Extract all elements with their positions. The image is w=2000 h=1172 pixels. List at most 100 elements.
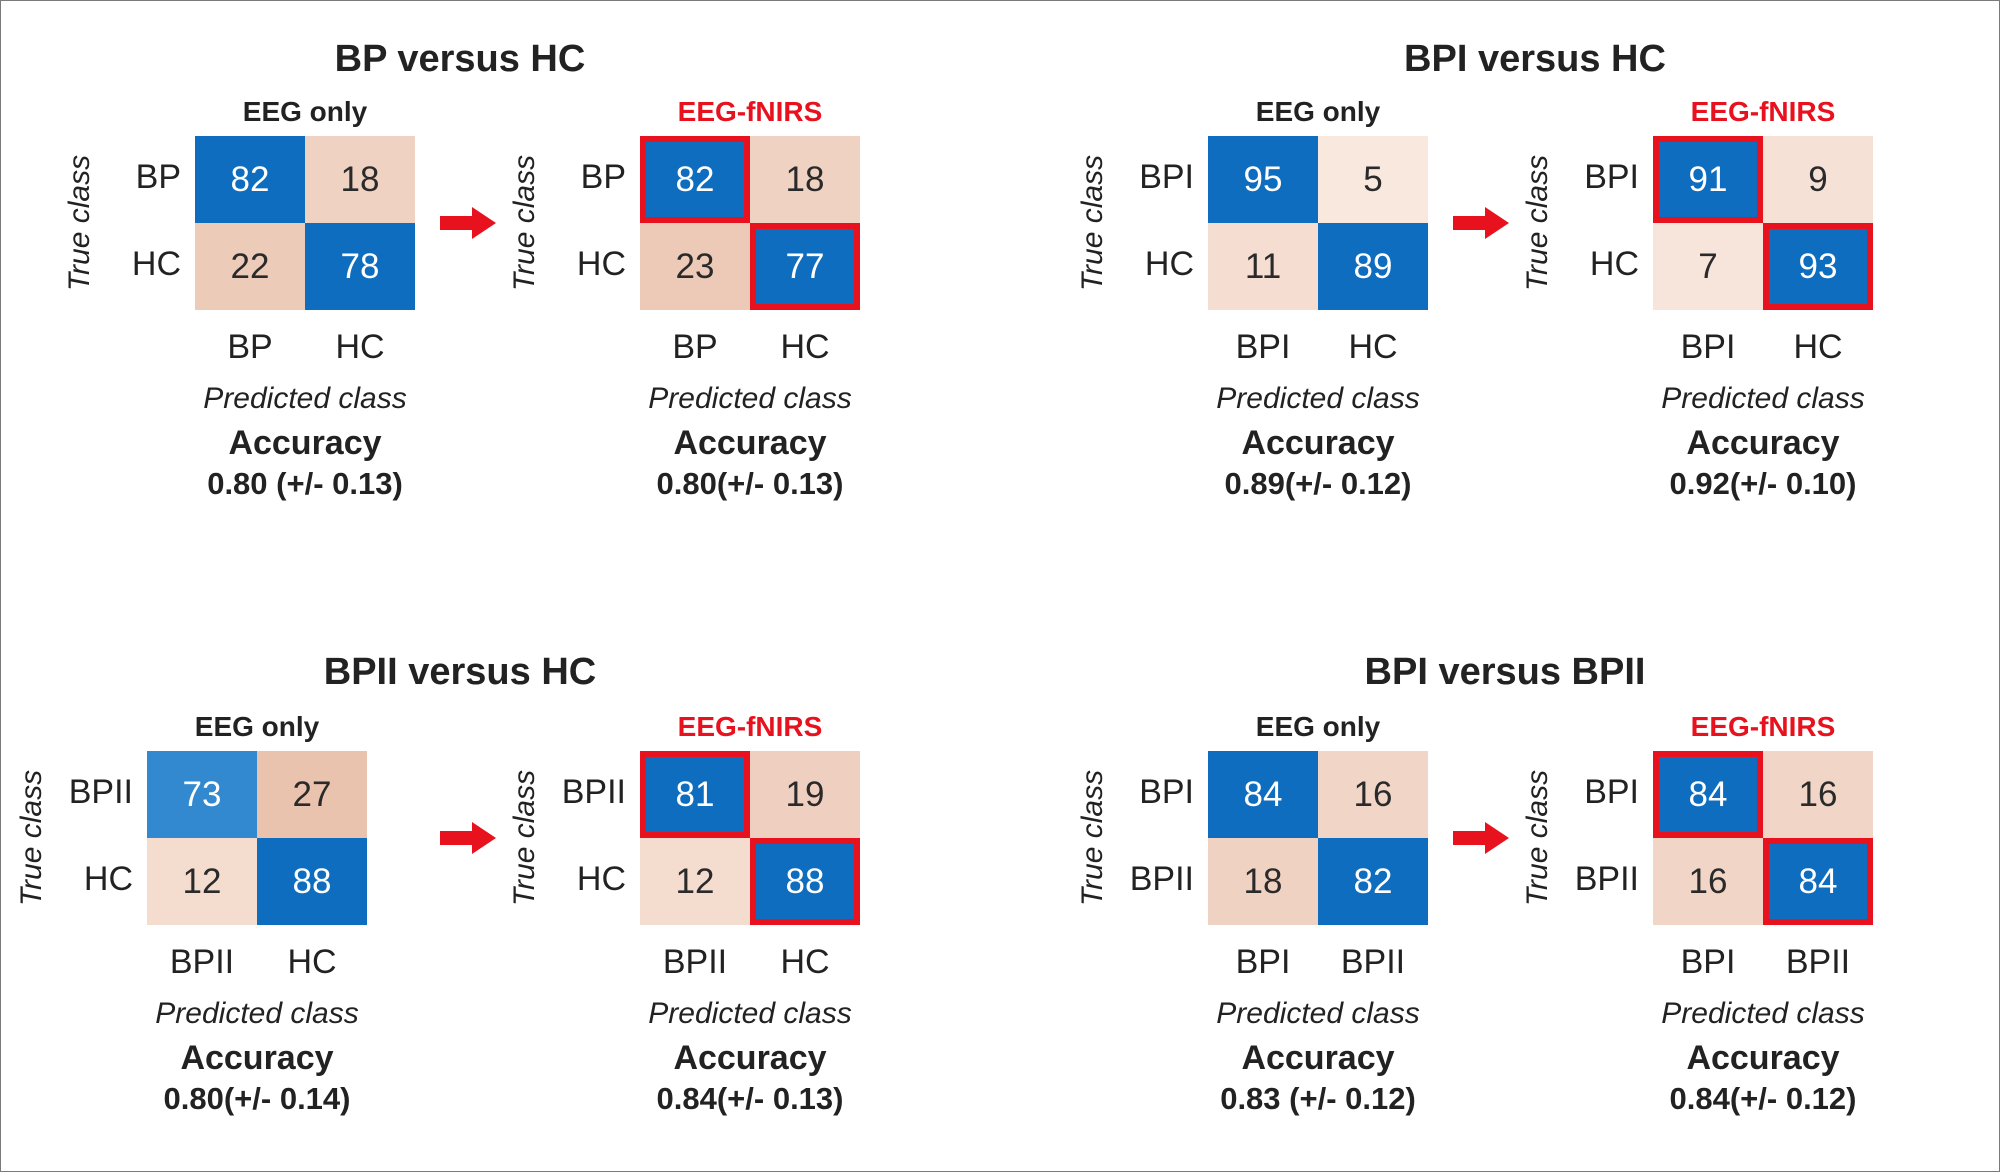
true-class-label: True class	[15, 769, 48, 907]
eeg-only-label: EEG only	[1255, 96, 1381, 127]
matrix-cell: 7	[1653, 223, 1763, 310]
predicted-class-label: Predicted class	[1216, 382, 1420, 415]
row-label: BPII	[68, 773, 133, 811]
row-label: BP	[580, 158, 626, 196]
accuracy-label: Accuracy	[180, 1039, 334, 1077]
predicted-class-label: Predicted class	[1661, 997, 1865, 1030]
row-label: HC	[576, 860, 626, 898]
matrix-cell: 73	[147, 751, 257, 838]
eeg-fnirs-label: EEG-fNIRS	[677, 96, 823, 127]
column-label: BPII	[169, 943, 235, 981]
matrix-cell: 16	[1763, 751, 1873, 838]
arrow-shape	[1453, 207, 1509, 239]
matrix-cell: 27	[257, 751, 367, 838]
accuracy-label: Accuracy	[1241, 1039, 1395, 1077]
panel-title: BPI versus HC	[1404, 38, 1666, 80]
row-label: HC	[1589, 245, 1639, 283]
matrix-cell: 84	[1763, 838, 1873, 925]
true-class-label: True class	[1076, 154, 1109, 292]
row-label: HC	[83, 860, 133, 898]
column-label: BPI	[1680, 328, 1736, 366]
arrow-shape	[1453, 822, 1509, 854]
row-label: BPII	[1574, 860, 1639, 898]
matrix-cell: 23	[640, 223, 750, 310]
true-class-label: True class	[1076, 769, 1109, 907]
matrix-cell: 78	[305, 223, 415, 310]
matrix-cell: 82	[195, 136, 305, 223]
matrix-cell: 95	[1208, 136, 1318, 223]
arrow-right-icon	[440, 207, 496, 239]
column-label: BPII	[1785, 943, 1851, 981]
matrix-cell: 82	[640, 136, 750, 223]
accuracy-value: 0.92(+/- 0.10)	[1669, 466, 1857, 501]
column-label: HC	[287, 943, 337, 981]
true-class-label: True class	[1521, 769, 1554, 907]
eeg-fnirs-label: EEG-fNIRS	[1690, 711, 1836, 742]
row-label: BPI	[1139, 773, 1194, 811]
predicted-class-label: Predicted class	[1216, 997, 1420, 1030]
matrix-cell: 12	[147, 838, 257, 925]
predicted-class-label: Predicted class	[648, 382, 852, 415]
true-class-label: True class	[508, 769, 541, 907]
accuracy-label: Accuracy	[1686, 424, 1840, 462]
accuracy-label: Accuracy	[673, 424, 827, 462]
matrix-cell: 89	[1318, 223, 1428, 310]
predicted-class-label: Predicted class	[648, 997, 852, 1030]
row-label: HC	[1144, 245, 1194, 283]
eeg-only-label: EEG only	[194, 711, 320, 742]
matrix-cell: 18	[750, 136, 860, 223]
column-label: BP	[672, 328, 718, 366]
eeg-only-label: EEG only	[242, 96, 368, 127]
column-label: HC	[780, 943, 830, 981]
matrix-cell: 82	[1318, 838, 1428, 925]
matrix-cell: 93	[1763, 223, 1873, 310]
predicted-class-label: Predicted class	[155, 997, 359, 1030]
matrix-cell: 77	[750, 223, 860, 310]
row-label: BPI	[1584, 773, 1639, 811]
column-label: HC	[780, 328, 830, 366]
row-label: BPI	[1139, 158, 1194, 196]
matrix-cell: 9	[1763, 136, 1873, 223]
matrix-cell: 18	[305, 136, 415, 223]
panel-title: BPI versus BPII	[1364, 651, 1646, 693]
row-label: BP	[135, 158, 181, 196]
matrix-cell: 11	[1208, 223, 1318, 310]
matrix-cell: 88	[257, 838, 367, 925]
matrix-cell: 88	[750, 838, 860, 925]
matrix-cell: 19	[750, 751, 860, 838]
eeg-only-label: EEG only	[1255, 711, 1381, 742]
matrix-cell: 16	[1318, 751, 1428, 838]
matrix-cell: 81	[640, 751, 750, 838]
arrow-right-icon	[1453, 822, 1509, 854]
column-label: BPII	[662, 943, 728, 981]
eeg-fnirs-label: EEG-fNIRS	[1690, 96, 1836, 127]
matrix-cell: 16	[1653, 838, 1763, 925]
panel-title: BP versus HC	[334, 38, 586, 80]
accuracy-label: Accuracy	[1686, 1039, 1840, 1077]
column-label: BP	[227, 328, 273, 366]
eeg-fnirs-label: EEG-fNIRS	[677, 711, 823, 742]
panel-title: BPII versus HC	[323, 651, 597, 693]
accuracy-value: 0.84(+/- 0.13)	[656, 1081, 844, 1116]
column-label: HC	[1348, 328, 1398, 366]
accuracy-value: 0.80(+/- 0.13)	[656, 466, 844, 501]
predicted-class-label: Predicted class	[1661, 382, 1865, 415]
column-label: BPI	[1680, 943, 1736, 981]
matrix-cell: 84	[1653, 751, 1763, 838]
predicted-class-label: Predicted class	[203, 382, 407, 415]
row-label: BPII	[1129, 860, 1194, 898]
matrix-cell: 84	[1208, 751, 1318, 838]
matrix-cell: 18	[1208, 838, 1318, 925]
accuracy-value: 0.80(+/- 0.14)	[163, 1081, 351, 1116]
accuracy-label: Accuracy	[228, 424, 382, 462]
column-label: HC	[335, 328, 385, 366]
row-label: HC	[131, 245, 181, 283]
matrix-cell: 5	[1318, 136, 1428, 223]
accuracy-value: 0.84(+/- 0.12)	[1669, 1081, 1857, 1116]
matrix-cell: 91	[1653, 136, 1763, 223]
accuracy-label: Accuracy	[673, 1039, 827, 1077]
column-label: BPII	[1340, 943, 1406, 981]
row-label: BPI	[1584, 158, 1639, 196]
matrix-cell: 22	[195, 223, 305, 310]
true-class-label: True class	[1521, 154, 1554, 292]
